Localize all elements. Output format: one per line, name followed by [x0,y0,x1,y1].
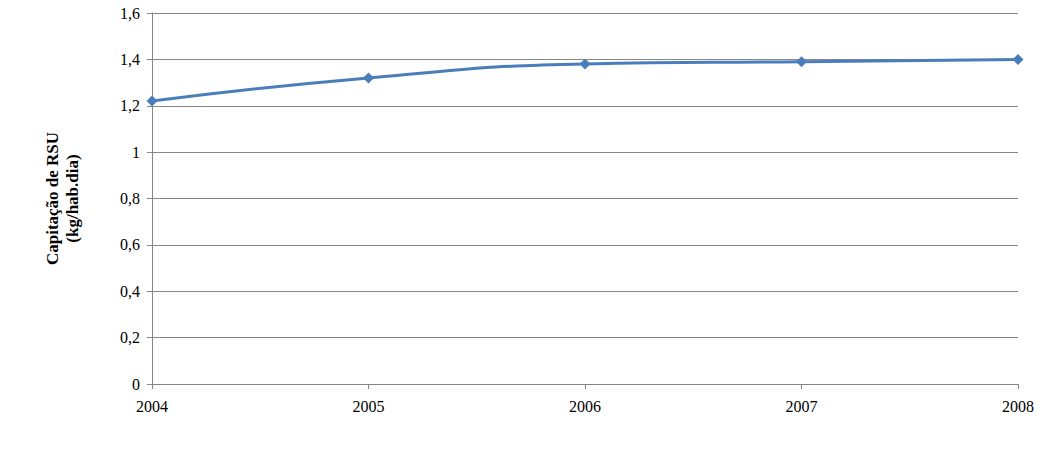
svg-text:(kg/hab.dia): (kg/hab.dia) [63,154,82,242]
svg-text:1: 1 [132,144,140,161]
svg-text:0: 0 [132,376,140,393]
svg-text:Capitação de RSU: Capitação de RSU [43,132,62,265]
svg-text:1,2: 1,2 [120,97,140,114]
svg-text:0,6: 0,6 [120,236,140,253]
svg-text:1,6: 1,6 [120,5,140,22]
svg-text:2004: 2004 [136,398,168,415]
svg-text:1,4: 1,4 [120,51,140,68]
svg-text:2008: 2008 [1002,398,1034,415]
svg-text:0,4: 0,4 [120,283,140,300]
svg-text:0,2: 0,2 [120,329,140,346]
svg-text:2006: 2006 [569,398,601,415]
svg-text:2005: 2005 [353,398,385,415]
svg-text:2007: 2007 [786,398,818,415]
svg-text:0,8: 0,8 [120,190,140,207]
